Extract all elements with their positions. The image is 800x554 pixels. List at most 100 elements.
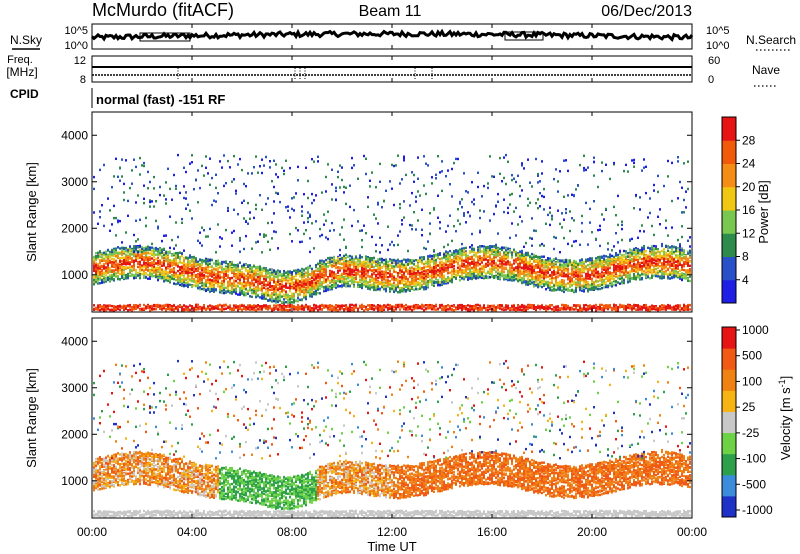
power-cell: [323, 213, 325, 215]
power-cell: [345, 257, 347, 259]
power-cell: [133, 251, 135, 253]
power-cell: [243, 305, 245, 307]
power-cell: [429, 233, 431, 235]
power-cell: [327, 211, 329, 213]
power-cell: [417, 263, 419, 265]
power-cell: [407, 288, 409, 290]
power-cell: [197, 284, 199, 286]
power-cell: [297, 307, 299, 309]
power-cell: [363, 274, 365, 276]
power-cell: [247, 172, 249, 174]
power-cell: [187, 269, 189, 271]
power-cell: [245, 288, 247, 290]
power-cell: [219, 289, 221, 291]
power-cell: [297, 300, 299, 302]
power-cell: [305, 283, 307, 285]
power-cell: [331, 198, 333, 200]
power-cell: [213, 279, 215, 281]
power-cell: [119, 180, 121, 182]
power-cell: [395, 261, 397, 263]
power-cell: [97, 304, 99, 306]
power-cell: [353, 286, 355, 288]
power-cell: [217, 267, 219, 269]
power-cell: [357, 260, 359, 262]
power-cell: [321, 234, 323, 236]
power-cell: [185, 208, 187, 210]
power-cell: [195, 304, 197, 306]
power-cell: [347, 255, 349, 257]
power-cell: [267, 241, 269, 243]
power-cell: [233, 304, 235, 306]
power-cell: [231, 277, 233, 279]
power-cell: [389, 268, 391, 270]
power-cell: [101, 273, 103, 275]
power-cell: [193, 268, 195, 270]
power-cell: [393, 262, 395, 264]
power-cell: [295, 192, 297, 194]
power-cell: [435, 275, 437, 277]
power-cell: [371, 266, 373, 268]
power-cell: [215, 288, 217, 290]
power-cell: [259, 296, 261, 298]
power-cell: [149, 262, 151, 264]
power-cell: [353, 277, 355, 279]
power-cell: [327, 284, 329, 286]
power-cell: [237, 163, 239, 165]
power-cell: [243, 307, 245, 309]
power-cell: [289, 283, 291, 285]
power-cell: [411, 276, 413, 278]
power-cell: [211, 204, 213, 206]
power-cell: [307, 180, 309, 182]
power-cell: [393, 271, 395, 273]
power-cell: [353, 269, 355, 271]
power-cell: [429, 259, 431, 261]
power-cell: [387, 268, 389, 270]
power-cell: [399, 281, 401, 283]
power-cell: [417, 288, 419, 290]
power-cell: [427, 270, 429, 272]
power-cell: [171, 274, 173, 276]
power-cell: [97, 252, 99, 254]
power-cell: [385, 190, 387, 192]
power-cell: [331, 183, 333, 185]
power-cell: [179, 278, 181, 280]
power-cell: [403, 274, 405, 276]
power-cell: [279, 294, 281, 296]
power-cell: [331, 274, 333, 276]
power-cell: [379, 237, 381, 239]
power-cell: [439, 258, 441, 260]
power-cell: [409, 281, 411, 283]
power-cell: [203, 283, 205, 285]
power-cell: [223, 278, 225, 280]
power-cell: [173, 269, 175, 271]
power-cell: [127, 304, 129, 306]
power-cell: [147, 269, 149, 271]
power-cell: [273, 307, 275, 309]
power-cell: [373, 309, 375, 311]
power-cell: [397, 278, 399, 280]
power-cell: [147, 264, 149, 266]
power-cell: [425, 273, 427, 275]
power-cell: [343, 258, 345, 260]
power-cell: [275, 163, 277, 165]
power-cell: [371, 270, 373, 272]
power-cell: [343, 255, 345, 257]
power-cell: [127, 267, 129, 269]
power-cell: [191, 272, 193, 274]
power-cell: [255, 269, 257, 271]
power-cell: [311, 291, 313, 293]
power-cell: [117, 176, 119, 178]
power-cell: [287, 275, 289, 277]
power-cell: [163, 262, 165, 264]
power-cell: [97, 263, 99, 265]
power-cell: [189, 256, 191, 258]
power-cell: [165, 234, 167, 236]
power-cell: [137, 238, 139, 240]
power-cell: [143, 165, 145, 167]
power-cell: [393, 284, 395, 286]
power-cell: [153, 176, 155, 178]
power-cell: [219, 265, 221, 267]
power-cell: [243, 273, 245, 275]
power-cell: [105, 256, 107, 258]
power-cell: [335, 309, 337, 311]
